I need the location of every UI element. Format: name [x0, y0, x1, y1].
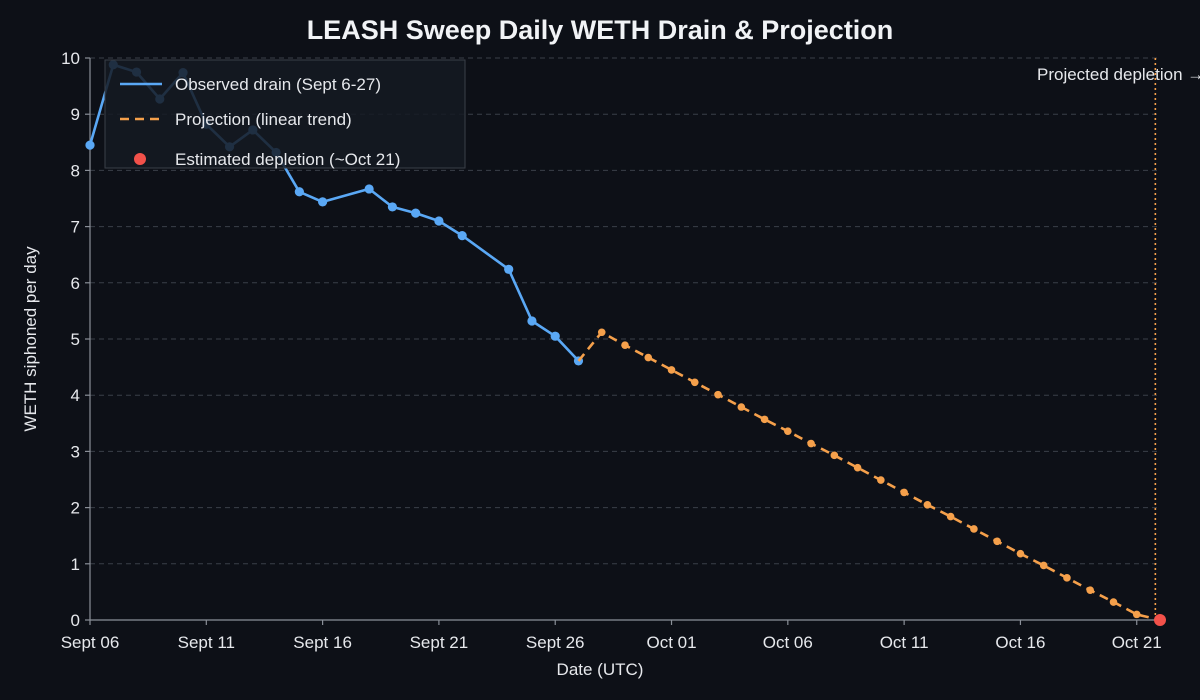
y-tick-label: 6 — [71, 274, 80, 293]
x-tick-label: Oct 21 — [1112, 633, 1162, 652]
data-point — [1016, 549, 1025, 558]
x-tick-label: Oct 01 — [646, 633, 696, 652]
data-point — [85, 140, 95, 150]
data-point — [853, 463, 862, 472]
x-tick-label: Sept 11 — [178, 633, 235, 652]
data-point — [318, 197, 328, 207]
data-point — [1063, 574, 1071, 582]
legend-projection-label: Projection (linear trend) — [175, 110, 352, 129]
y-tick-label: 0 — [71, 611, 80, 630]
legend-depletion-label: Estimated depletion (~Oct 21) — [175, 150, 400, 169]
y-tick-label: 2 — [71, 499, 80, 518]
data-point — [1132, 610, 1141, 619]
data-point — [714, 390, 722, 399]
data-point — [690, 378, 699, 387]
grid-lines — [90, 57, 1160, 565]
data-point — [550, 331, 560, 341]
y-tick-label: 10 — [61, 49, 80, 68]
data-point — [597, 328, 606, 337]
data-point — [1039, 561, 1048, 570]
x-tick-label: Sept 21 — [410, 633, 469, 652]
y-tick-label: 9 — [71, 105, 80, 124]
data-point — [527, 316, 537, 326]
legend: Observed drain (Sept 6-27) Projection (l… — [104, 59, 466, 169]
data-point — [364, 184, 374, 194]
data-point — [411, 208, 421, 218]
data-point — [993, 537, 1001, 546]
x-tick-label: Sept 26 — [526, 633, 585, 652]
data-point — [621, 341, 629, 349]
data-point — [434, 216, 444, 226]
data-point — [946, 512, 955, 521]
data-point — [1109, 598, 1118, 606]
chart-title: LEASH Sweep Daily WETH Drain & Projectio… — [307, 15, 894, 45]
x-tick-label: Sept 16 — [293, 633, 352, 652]
x-tick-label: Oct 16 — [995, 633, 1045, 652]
x-tick-label: Sept 06 — [61, 633, 120, 652]
x-tick-label: Oct 06 — [763, 633, 813, 652]
y-tick-labels: 0 1 2 3 4 5 6 7 8 9 10 — [61, 49, 90, 630]
x-tick-label: Oct 11 — [880, 633, 929, 652]
depletion-annotation: Projected depletion → — [1037, 65, 1200, 84]
legend-box — [104, 59, 466, 169]
legend-observed-label: Observed drain (Sept 6-27) — [175, 75, 381, 94]
y-tick-label: 4 — [71, 386, 80, 405]
legend-depletion-marker — [134, 153, 146, 165]
series-line — [577, 330, 1161, 622]
x-axis-label: Date (UTC) — [557, 660, 644, 679]
y-tick-label: 5 — [71, 330, 80, 349]
data-point — [877, 476, 885, 484]
data-point — [970, 525, 978, 533]
data-point — [387, 202, 397, 212]
y-tick-label: 8 — [71, 161, 80, 180]
series-projection — [577, 328, 1164, 624]
y-tick-label: 3 — [71, 442, 80, 461]
data-point — [923, 500, 932, 509]
data-point — [294, 187, 304, 197]
data-point — [457, 230, 467, 241]
data-point — [644, 353, 653, 362]
data-point — [504, 264, 514, 274]
depletion-marker — [1154, 614, 1166, 626]
data-point — [667, 366, 676, 374]
y-tick-label: 7 — [71, 218, 80, 237]
y-tick-label: 1 — [71, 555, 80, 574]
data-point — [760, 415, 769, 424]
data-point — [737, 403, 746, 411]
data-point — [830, 451, 839, 460]
data-point — [1086, 586, 1095, 595]
y-axis-label: WETH siphoned per day — [21, 246, 40, 432]
x-tick-labels: Sept 06 Sept 11 Sept 16 Sept 21 Sept 26 Oct 0… — [61, 620, 1162, 652]
data-point — [807, 439, 815, 448]
data-point — [900, 488, 908, 497]
data-point — [784, 427, 792, 435]
